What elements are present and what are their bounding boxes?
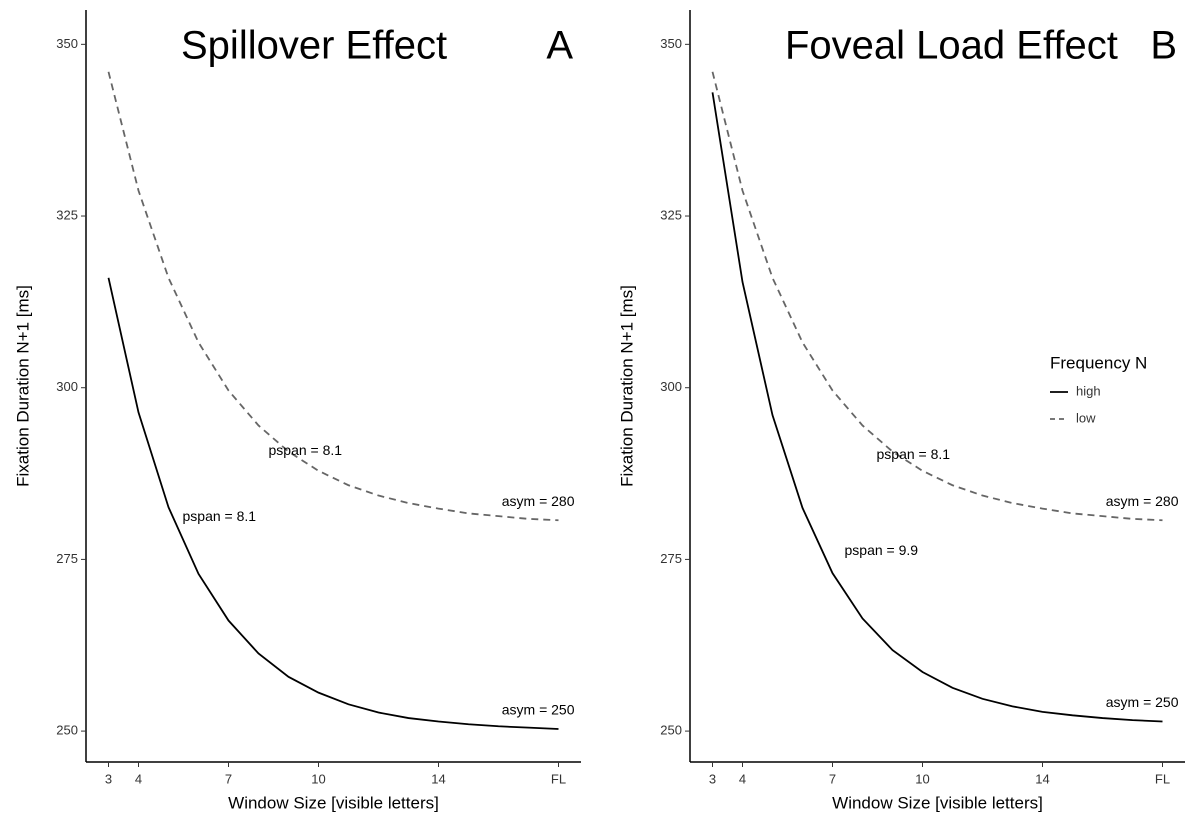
x-tick-label: 4 [135,771,142,786]
y-tick-label: 250 [56,723,78,738]
x-axis-label: Window Size [visible letters] [832,793,1043,812]
x-axis-label: Window Size [visible letters] [228,793,439,812]
x-tick-label: 7 [829,771,836,786]
pspan-label: pspan = 8.1 [877,446,951,462]
x-tick-label: FL [1155,771,1170,786]
x-tick-label: 7 [225,771,232,786]
asym-label: asym = 250 [502,702,575,718]
panel-label: B [1150,24,1177,68]
y-tick-label: 300 [56,379,78,394]
asym-label: asym = 280 [502,493,575,509]
y-tick-label: 350 [660,36,682,51]
y-tick-label: 275 [660,551,682,566]
pspan-label: pspan = 8.1 [183,508,257,524]
y-tick-label: 325 [660,207,682,222]
pspan-label: pspan = 9.9 [845,542,919,558]
legend-label: low [1076,410,1096,425]
y-axis-label: Fixation Duration N+1 [ms] [617,285,636,487]
x-tick-label: 14 [431,771,445,786]
series-line [107,277,559,730]
x-tick-label: 3 [709,771,716,786]
legend-title: Frequency N [1050,353,1147,372]
y-tick-label: 275 [56,551,78,566]
chart-title: Spillover Effect [181,24,447,68]
x-tick-label: 10 [915,771,929,786]
series-line [711,92,1163,723]
pspan-label: pspan = 8.1 [269,442,343,458]
legend-label: high [1076,383,1101,398]
y-tick-label: 250 [660,723,682,738]
chart-title: Foveal Load Effect [785,24,1118,68]
y-tick-label: 325 [56,207,78,222]
series-line [711,71,1163,522]
panel-label: A [546,24,573,68]
x-tick-label: 3 [105,771,112,786]
series-line [107,71,559,522]
y-tick-label: 350 [56,36,78,51]
x-tick-label: 14 [1035,771,1049,786]
y-tick-label: 300 [660,379,682,394]
asym-label: asym = 280 [1106,493,1179,509]
y-axis-label: Fixation Duration N+1 [ms] [13,285,32,487]
x-tick-label: 10 [311,771,325,786]
asym-label: asym = 250 [1106,694,1179,710]
x-tick-label: FL [551,771,566,786]
x-tick-label: 4 [739,771,746,786]
